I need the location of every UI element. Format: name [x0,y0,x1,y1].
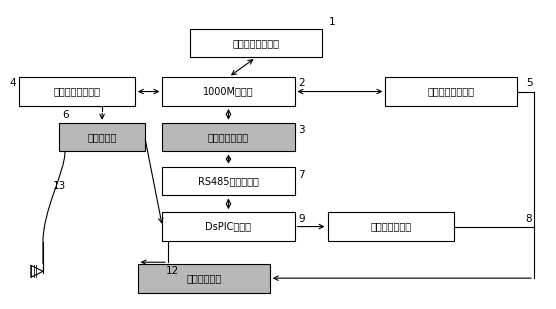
Bar [138,264,270,293]
Bar [385,77,518,106]
Bar [327,212,454,241]
Text: 12: 12 [166,266,180,276]
Text: 主飞行仿真计算机: 主飞行仿真计算机 [232,38,280,48]
Bar [162,212,295,241]
Text: RS485数据转换器: RS485数据转换器 [198,176,259,186]
Text: 舵机伺服放大器: 舵机伺服放大器 [370,222,411,231]
Text: 1: 1 [329,17,335,27]
Text: 2: 2 [299,78,305,88]
Text: 1000M以太网: 1000M以太网 [203,87,254,96]
Text: 8: 8 [526,214,532,224]
Text: 13: 13 [52,181,66,191]
Text: 光电编码器: 光电编码器 [87,132,117,142]
Bar [59,123,145,151]
Text: 原装并联舵机: 原装并联舵机 [186,273,221,283]
Text: 3: 3 [299,125,305,135]
Text: 教员控制台计算机: 教员控制台计算机 [53,87,101,96]
Text: 9: 9 [299,214,305,224]
Bar [19,77,135,106]
Bar [162,77,295,106]
Text: DsPIC单片机: DsPIC单片机 [206,222,251,231]
Text: 自动驾驶仪计算机: 自动驾驶仪计算机 [428,87,475,96]
Bar [190,28,322,57]
Text: 6: 6 [62,110,69,120]
Text: 操纵负荷计算机: 操纵负荷计算机 [208,132,249,142]
Text: 4: 4 [9,78,16,88]
Text: 5: 5 [526,78,532,88]
Bar [162,123,295,151]
Text: 7: 7 [299,170,305,180]
Bar [162,167,295,196]
